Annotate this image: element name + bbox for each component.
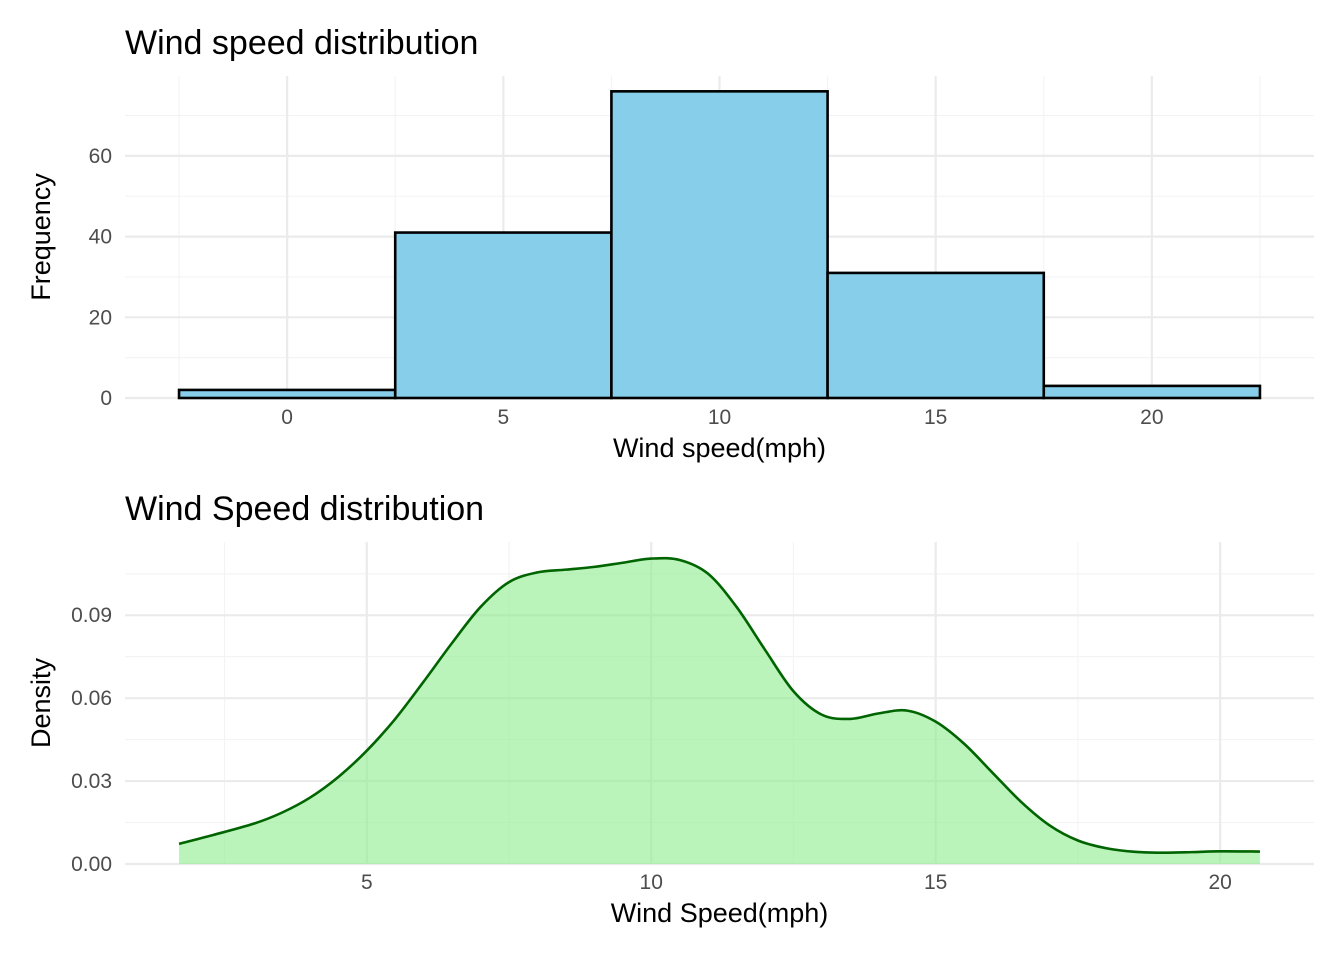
density-line xyxy=(178,556,1260,854)
y-tick-label: 0 xyxy=(100,387,112,410)
y-tick-label: 0.03 xyxy=(71,770,112,793)
y-axis-title: Density xyxy=(26,657,56,748)
histogram-bar xyxy=(177,388,397,400)
density-area xyxy=(179,558,1260,864)
y-tick-label: 20 xyxy=(89,306,112,329)
density-panel: 5 10 15 20 0.00 0.03 0.06 0.09 Wind Speed distri… xyxy=(26,490,1314,928)
y-axis-title: Frequency xyxy=(26,173,56,301)
y-tick-label: 0.06 xyxy=(71,687,112,710)
histogram-bar xyxy=(826,271,1046,400)
y-tick-label: 0.09 xyxy=(71,604,112,627)
x-tick-label: 15 xyxy=(924,406,947,429)
histogram-bar xyxy=(1042,384,1262,400)
x-axis-title: Wind Speed(mph) xyxy=(611,898,829,928)
x-tick-label: 5 xyxy=(361,871,373,894)
x-tick-label: 20 xyxy=(1208,871,1231,894)
y-tick-label: 40 xyxy=(89,226,112,249)
chart-title: Wind Speed distribution xyxy=(125,490,484,528)
chart-title: Wind speed distribution xyxy=(125,24,478,62)
x-tick-label: 10 xyxy=(708,406,731,429)
x-tick-label: 0 xyxy=(281,406,293,429)
x-axis-title: Wind speed(mph) xyxy=(613,433,826,463)
histogram-panel: 0 5 10 15 20 0 20 40 60 Wind speed distribution Wi… xyxy=(26,24,1314,463)
x-tick-label: 5 xyxy=(497,406,509,429)
histogram-bar xyxy=(393,231,613,400)
y-tick-label: 60 xyxy=(89,145,112,168)
x-tick-label: 15 xyxy=(924,871,947,894)
histogram-bar xyxy=(610,90,829,400)
x-tick-label: 20 xyxy=(1140,406,1163,429)
y-tick-label: 0.00 xyxy=(71,853,112,876)
x-tick-label: 10 xyxy=(640,871,663,894)
